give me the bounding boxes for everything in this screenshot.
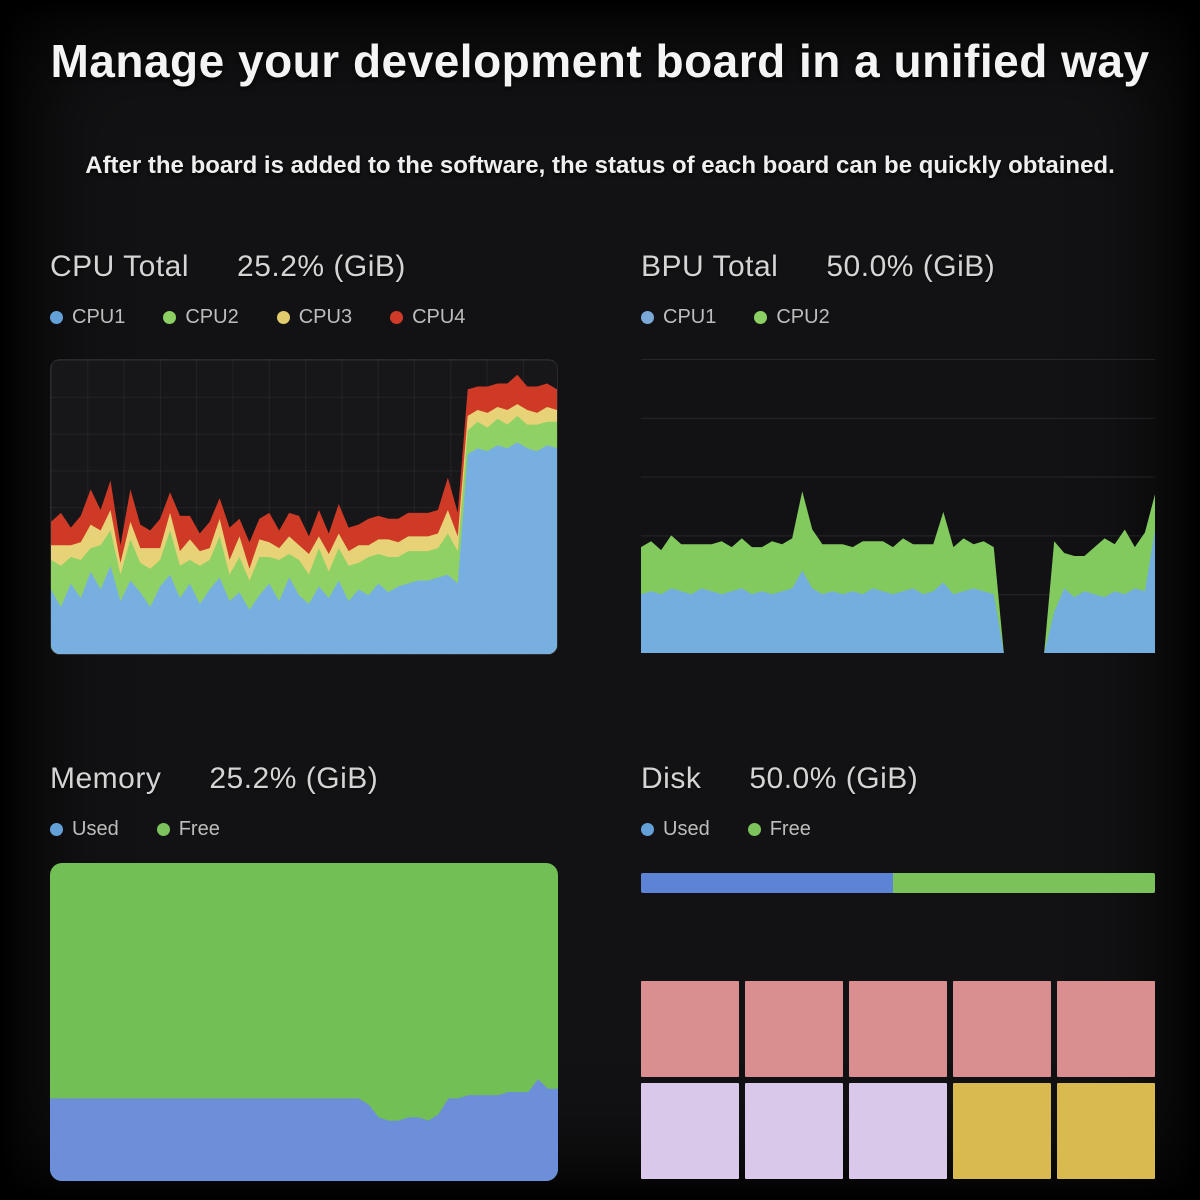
cpu-legend: CPU1 CPU2 CPU3 CPU4 [50, 306, 558, 329]
legend-color-dot [641, 311, 654, 324]
memory-usage-chart [50, 863, 558, 1181]
legend-item-cpu1[interactable]: CPU1 [50, 306, 125, 329]
legend-color-dot [156, 823, 170, 836]
legend-label: CPU1 [663, 306, 717, 328]
panel-value: 25.2% (GiB) [237, 250, 406, 283]
legend-label: Free [178, 818, 220, 840]
cpu-panel-header: CPU Total 25.2% (GiB) [50, 250, 558, 284]
page-title: Manage your development board in a unifi… [50, 35, 1150, 87]
panel-value: 25.2% (GiB) [209, 762, 379, 795]
disk-blocks-grid [641, 981, 1155, 1179]
disk-bar-free-segment [892, 873, 1155, 893]
legend-color-dot [641, 823, 654, 836]
legend-label: Used [663, 818, 710, 840]
disk-panel-header: Disk 50.0% (GiB) [641, 762, 1155, 796]
cpu-usage-chart [50, 359, 558, 655]
legend-label: Free [769, 818, 811, 840]
bpu-usage-chart [641, 359, 1155, 653]
legend-color-dot [754, 311, 768, 324]
disk-usage-bar [641, 873, 1155, 893]
cpu-panel: CPU Total 25.2% (GiB) CPU1 CPU2 CPU3 CPU… [50, 250, 558, 655]
legend-item-free[interactable]: Free [747, 818, 811, 841]
disk-block-tile [849, 1083, 947, 1179]
panel-title: Memory [50, 762, 162, 795]
legend-color-dot [276, 311, 290, 324]
disk-block-tile [641, 981, 739, 1077]
legend-item-free[interactable]: Free [156, 818, 220, 841]
disk-block-tile [641, 1083, 739, 1179]
disk-block-tile [1057, 1083, 1155, 1179]
legend-color-dot [163, 311, 177, 324]
disk-block-tile [953, 981, 1051, 1077]
memory-panel-header: Memory 25.2% (GiB) [50, 762, 558, 796]
memory-panel: Memory 25.2% (GiB) Used Free [50, 762, 558, 1181]
legend-color-dot [390, 311, 404, 324]
legend-label: CPU1 [72, 306, 126, 328]
panel-title: Disk [641, 762, 702, 795]
legend-label: CPU3 [298, 306, 353, 328]
bpu-panel: BPU Total 50.0% (GiB) CPU1 CPU2 [641, 250, 1155, 653]
legend-label: CPU2 [776, 306, 830, 328]
legend-label: CPU4 [412, 306, 466, 328]
legend-color-dot [50, 311, 63, 324]
legend-label: Used [72, 818, 119, 840]
disk-panel: Disk 50.0% (GiB) Used Free [641, 762, 1155, 1179]
legend-item-cpu2[interactable]: CPU2 [754, 306, 830, 329]
legend-item-cpu1[interactable]: CPU1 [641, 306, 716, 329]
disk-block-tile [849, 981, 947, 1077]
legend-item-cpu3[interactable]: CPU3 [276, 306, 353, 329]
disk-block-tile [745, 981, 843, 1077]
panel-value: 50.0% (GiB) [826, 250, 996, 283]
disk-block-tile [953, 1083, 1051, 1179]
memory-legend: Used Free [50, 818, 558, 841]
bpu-panel-header: BPU Total 50.0% (GiB) [641, 250, 1155, 284]
panel-title: CPU Total [50, 250, 190, 283]
legend-item-used[interactable]: Used [50, 818, 119, 841]
disk-bar-used-segment [641, 873, 893, 893]
page-subtitle: After the board is added to the software… [85, 152, 1115, 179]
legend-color-dot [747, 823, 761, 836]
legend-item-used[interactable]: Used [641, 818, 710, 841]
legend-color-dot [50, 823, 63, 836]
legend-item-cpu2[interactable]: CPU2 [163, 306, 239, 329]
panel-value: 50.0% (GiB) [749, 762, 919, 795]
disk-legend: Used Free [641, 818, 1155, 841]
legend-label: CPU2 [185, 306, 239, 328]
legend-item-cpu4[interactable]: CPU4 [390, 306, 465, 329]
bpu-legend: CPU1 CPU2 [641, 306, 1155, 329]
panel-title: BPU Total [641, 250, 779, 283]
disk-block-tile [745, 1083, 843, 1179]
disk-block-tile [1057, 981, 1155, 1077]
